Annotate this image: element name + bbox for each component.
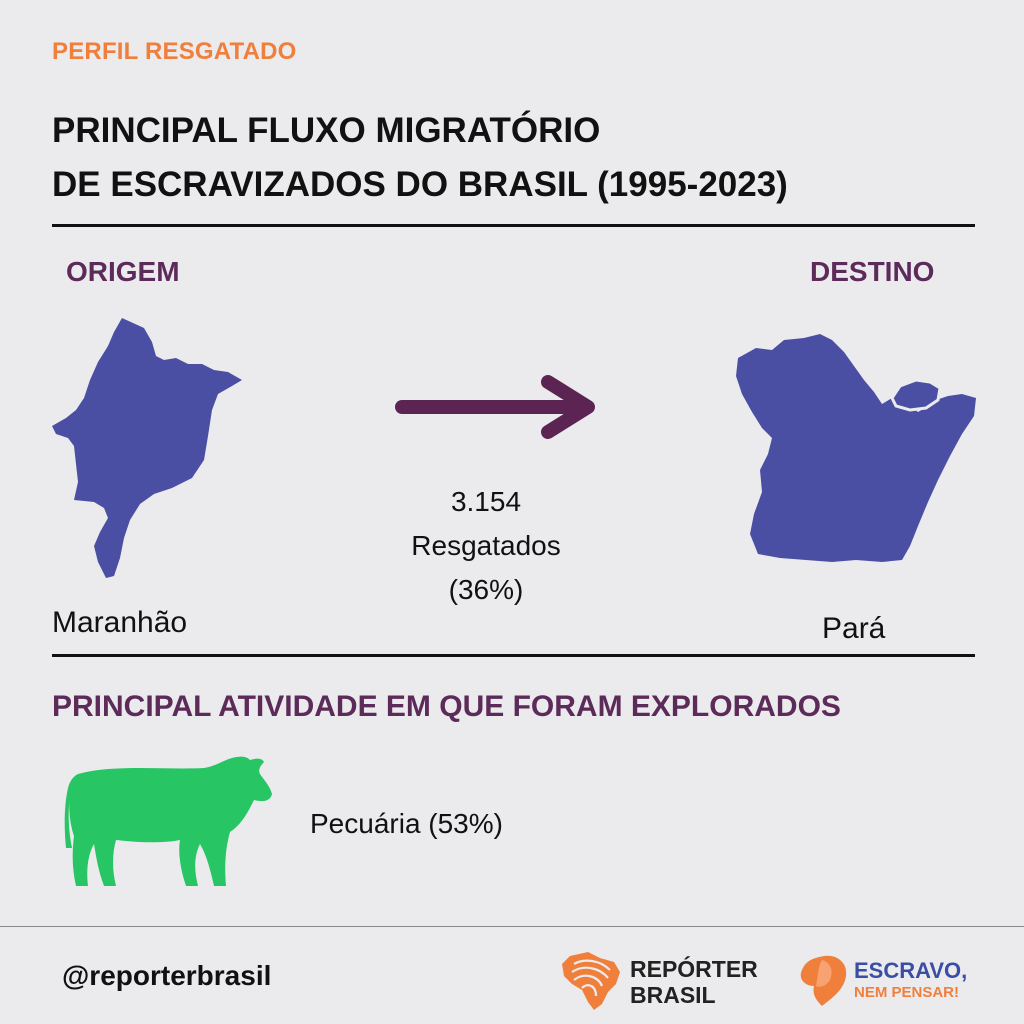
reporter-brasil-logo: REPÓRTER BRASIL (560, 950, 770, 1010)
escravo-logo-line-2: NEM PENSAR! (854, 984, 960, 1001)
para-map-icon (736, 334, 976, 562)
reporter-logo-line-1: REPÓRTER (630, 956, 758, 982)
brazil-fingerprint-icon (562, 952, 620, 1010)
speech-heart-icon (800, 955, 847, 1006)
reporter-logo-line-2: BRASIL (630, 982, 716, 1008)
social-handle: @reporterbrasil (62, 960, 272, 991)
rescued-stat: 3.154 Resgatados (36%) (386, 480, 586, 612)
escravo-logo-line-1: ESCRAVO, (854, 958, 968, 983)
divider-middle (52, 654, 975, 657)
escravo-nem-pensar-logo: ESCRAVO, NEM PENSAR! (796, 950, 986, 1010)
origin-label: ORIGEM (66, 256, 180, 287)
rescued-label: Resgatados (411, 530, 561, 561)
arrow-right-icon (395, 375, 595, 439)
title-line-1: PRINCIPAL FLUXO MIGRATÓRIO (52, 111, 601, 150)
page-title: PRINCIPAL FLUXO MIGRATÓRIO DE ESCRAVIZAD… (52, 104, 788, 212)
activity-label: Pecuária (53%) (310, 808, 503, 839)
origin-state: Maranhão (52, 606, 188, 639)
destination-state: Pará (822, 612, 886, 645)
cow-icon (64, 756, 272, 886)
kicker: PERFIL RESGATADO (52, 38, 297, 65)
title-line-2: DE ESCRAVIZADOS DO BRASIL (1995-2023) (52, 165, 788, 204)
footer-divider (0, 926, 1024, 927)
rescued-share: (36%) (448, 574, 524, 605)
maranhao-map-icon (52, 318, 242, 578)
divider-top (52, 224, 975, 227)
destination-label: DESTINO (810, 256, 935, 287)
rescued-count: 3.154 (450, 486, 522, 517)
activity-heading: PRINCIPAL ATIVIDADE EM QUE FORAM EXPLORA… (52, 690, 841, 723)
